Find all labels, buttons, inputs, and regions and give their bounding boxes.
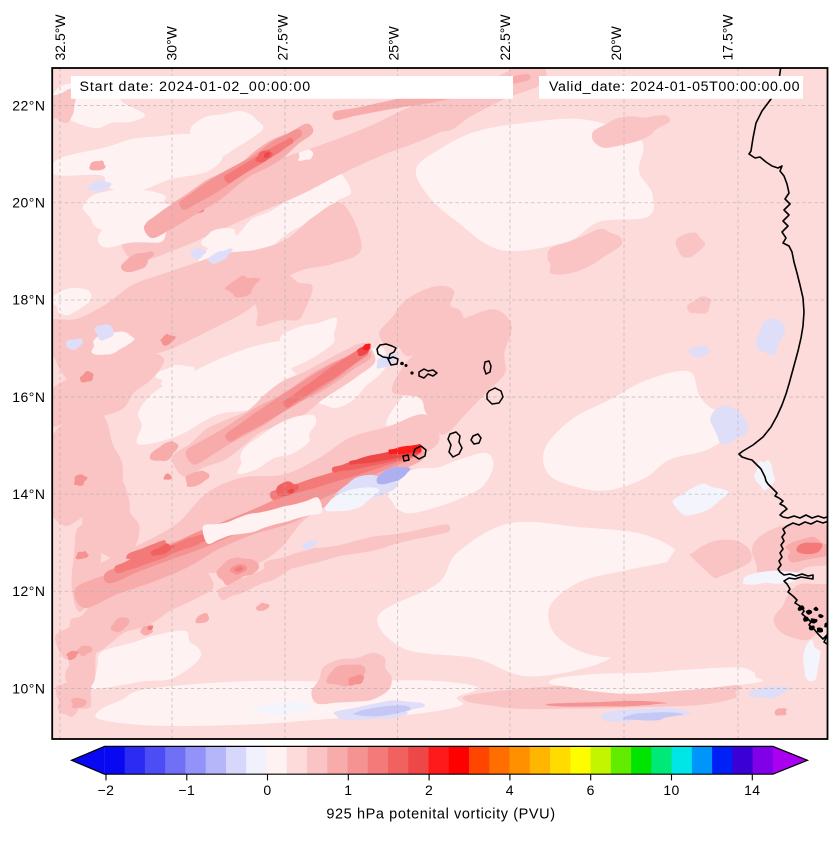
svg-text:27.5°W: 27.5°W <box>275 14 291 61</box>
svg-text:30°W: 30°W <box>163 25 179 60</box>
svg-text:17.5°W: 17.5°W <box>719 14 735 61</box>
svg-text:2: 2 <box>425 782 433 798</box>
svg-text:Start date: 2024-01-02_00:00:0: Start date: 2024-01-02_00:00:00 <box>80 79 311 95</box>
svg-text:22.5°W: 22.5°W <box>497 14 513 61</box>
svg-text:0: 0 <box>263 782 271 798</box>
svg-text:10: 10 <box>663 782 679 798</box>
svg-text:−2: −2 <box>98 782 115 798</box>
svg-text:20°W: 20°W <box>608 25 624 60</box>
svg-text:14: 14 <box>744 782 760 798</box>
svg-text:4: 4 <box>506 782 514 798</box>
svg-text:16°N: 16°N <box>12 389 45 405</box>
svg-text:925 hPa potenital vorticity (P: 925 hPa potenital vorticity (PVU) <box>326 807 555 823</box>
svg-text:1: 1 <box>344 782 352 798</box>
svg-text:10°N: 10°N <box>12 680 45 696</box>
svg-text:6: 6 <box>587 782 595 798</box>
svg-text:−1: −1 <box>178 782 195 798</box>
svg-text:12°N: 12°N <box>12 583 45 599</box>
svg-text:14°N: 14°N <box>12 486 45 502</box>
svg-text:22°N: 22°N <box>12 97 45 113</box>
svg-text:32.5°W: 32.5°W <box>52 14 68 61</box>
svg-text:20°N: 20°N <box>12 195 45 211</box>
svg-text:Valid_date: 2024-01-05T00:00:0: Valid_date: 2024-01-05T00:00:00.00 <box>549 79 800 95</box>
svg-text:25°W: 25°W <box>386 25 402 60</box>
svg-text:18°N: 18°N <box>12 292 45 308</box>
